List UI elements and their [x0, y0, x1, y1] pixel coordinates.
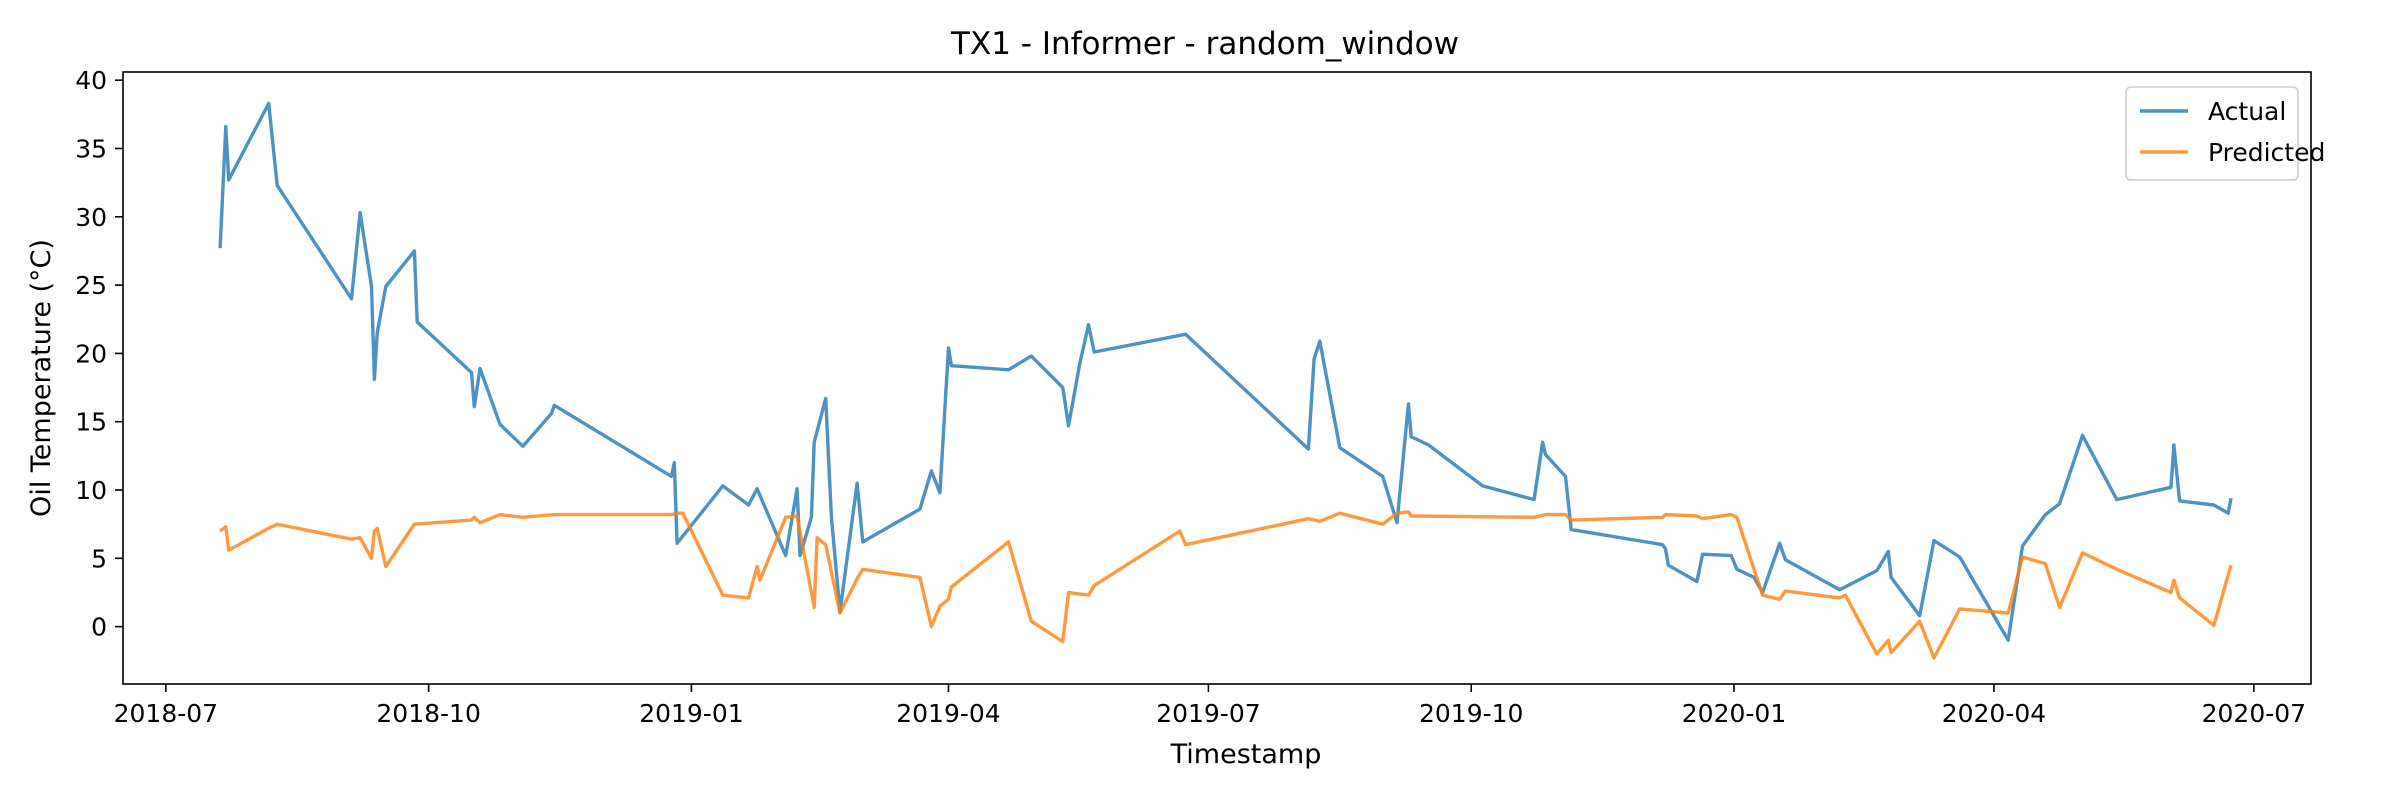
x-tick-label: 2019-01 — [639, 699, 743, 728]
legend: Actual Predicted — [2125, 86, 2325, 181]
legend-entry-actual-label: Actual — [2208, 97, 2286, 126]
series-predicted-line — [219, 510, 2233, 660]
y-tick-label: 25 — [75, 271, 107, 300]
x-tick-label: 2020-04 — [1942, 699, 2046, 728]
series-group — [218, 101, 2233, 660]
y-tick-label: 0 — [91, 613, 107, 642]
x-axis: 2018-07 2018-10 2019-01 2019-04 2019-07 2019-… — [114, 684, 2306, 728]
y-tick-label: 40 — [75, 66, 107, 95]
plot-area-frame — [122, 71, 2312, 685]
chart-title: TX1 - Informer - random_window — [950, 26, 1459, 62]
x-tick-label: 2019-04 — [896, 699, 1000, 728]
x-tick-label: 2019-07 — [1156, 699, 1260, 728]
x-tick-label: 2018-07 — [114, 699, 218, 728]
y-axis: 0 5 10 15 20 25 30 35 40 — [75, 66, 123, 642]
y-tick-label: 15 — [75, 408, 107, 437]
legend-entry-predicted-label: Predicted — [2208, 138, 2325, 167]
y-tick-label: 5 — [91, 544, 107, 573]
y-axis-title: Oil Temperature (°C) — [26, 239, 57, 517]
y-tick-label: 35 — [75, 135, 107, 164]
x-tick-label: 2019-10 — [1419, 699, 1523, 728]
y-tick-label: 30 — [75, 203, 107, 232]
x-tick-label: 2020-01 — [1682, 699, 1786, 728]
y-tick-label: 20 — [75, 339, 107, 368]
y-tick-label: 10 — [75, 476, 107, 505]
x-tick-label: 2018-10 — [376, 699, 480, 728]
x-tick-label: 2020-07 — [2202, 699, 2306, 728]
series-actual-line — [218, 101, 2233, 642]
x-axis-title: Timestamp — [1170, 739, 1322, 770]
